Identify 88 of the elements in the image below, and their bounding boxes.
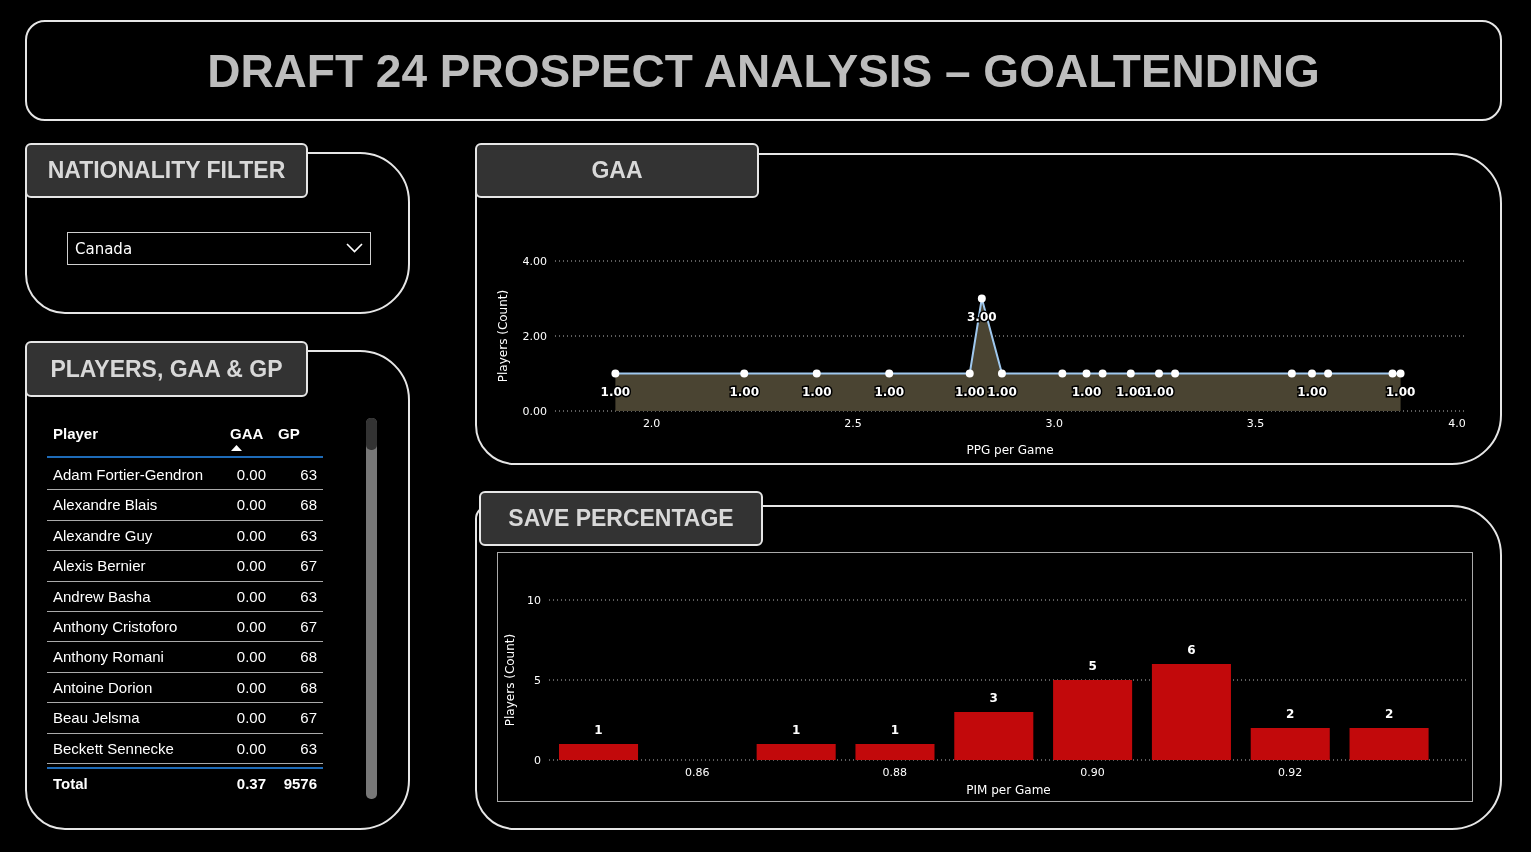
data-label: 1.00 <box>1385 384 1416 399</box>
category-label: Beau Jelsma <box>53 709 140 727</box>
x-tick-label: 0.90 <box>1080 765 1105 779</box>
x-tick-label: 2.0 <box>642 416 661 430</box>
data-label: 2 <box>1384 707 1394 721</box>
data-label: 0.00 <box>235 587 266 605</box>
text: DRAFT 24 PROSPECT ANALYSIS – GOALTENDING <box>25 20 1502 121</box>
data-label: 2 <box>1286 707 1295 721</box>
category-label: Anthony Cristoforo <box>53 618 178 635</box>
data-label: 68 <box>299 648 317 666</box>
text: GP <box>278 425 300 442</box>
x-tick-label: 4.0 <box>1448 416 1466 430</box>
data-label: 63 <box>299 466 317 483</box>
category-label: Alexis Bernier <box>53 557 146 575</box>
category-label: Anthony Romani <box>53 648 164 666</box>
data-label: 1 <box>594 723 603 737</box>
data-label: 67 <box>299 709 317 727</box>
data-label: 0.00 <box>235 678 266 696</box>
text: Total <box>53 775 88 792</box>
data-label: 0.00 <box>235 526 266 544</box>
data-label: 1.00 <box>954 384 985 399</box>
data-label: 0.00 <box>235 557 266 575</box>
data-label: 68 <box>299 678 317 696</box>
data-label: 3 <box>989 691 998 705</box>
y-tick-label: 2.00 <box>522 329 547 343</box>
data-label: 67 <box>299 618 317 635</box>
data-label: 6 <box>1187 643 1196 657</box>
x-axis-title: PPG per Game <box>966 443 1054 457</box>
data-label: 68 <box>299 496 317 514</box>
data-label: 1.00 <box>729 384 760 399</box>
text: PLAYERS, GAA & GP <box>25 341 308 397</box>
x-tick-label: 3.5 <box>1246 416 1265 430</box>
bar <box>756 744 836 760</box>
category-label: Alexandre Guy <box>53 526 153 544</box>
data-label: 1 <box>890 723 900 737</box>
bar <box>855 744 935 760</box>
data-label: 63 <box>299 739 317 757</box>
y-axis-title: Players (Count) <box>503 633 518 727</box>
y-tick-label: 10 <box>527 593 541 607</box>
text: 9576 <box>283 775 317 792</box>
data-label: 63 <box>299 587 317 605</box>
category-label: Antoine Dorion <box>53 678 153 696</box>
category-label: Beckett Sennecke <box>53 739 174 757</box>
data-label: 0.00 <box>235 709 266 727</box>
bar <box>1250 728 1330 760</box>
y-tick-label: 4.00 <box>522 254 547 268</box>
data-label: 1 <box>791 723 801 737</box>
data-label: 0.00 <box>235 496 266 514</box>
data-label: 1.00 <box>1297 384 1327 399</box>
x-axis-title: PIM per Game <box>966 783 1051 797</box>
chart-title: GAA <box>475 143 759 198</box>
y-tick-label: 0 <box>534 753 541 767</box>
chart-title: SAVE PERCENTAGE <box>479 491 763 546</box>
data-label: 0.00 <box>235 739 266 757</box>
data-label: 1.00 <box>801 384 832 399</box>
data-label: 67 <box>299 557 317 575</box>
x-tick-label: 0.88 <box>882 765 908 779</box>
bar <box>559 744 639 760</box>
category-label: Alexandre Blais <box>53 496 158 514</box>
x-tick-label: 0.92 <box>1277 765 1303 779</box>
text: 0.37 <box>236 775 266 792</box>
data-label: 0.00 <box>235 466 266 483</box>
data-label: 1.00 <box>600 384 631 399</box>
text: Canada <box>75 239 133 258</box>
y-tick-label: 5 <box>534 673 541 687</box>
data-label: 0.00 <box>235 618 266 635</box>
y-tick-label: 0.00 <box>522 404 547 418</box>
data-label: 1.00 <box>1115 384 1146 399</box>
data-label: 1.00 <box>1071 384 1102 399</box>
text: Player <box>53 425 99 442</box>
bar <box>1349 728 1429 760</box>
x-tick-label: 3.0 <box>1045 416 1064 430</box>
x-tick-label: 0.86 <box>684 765 710 779</box>
data-label: 1.00 <box>1144 384 1174 399</box>
bar <box>1053 680 1133 760</box>
text: NATIONALITY FILTER <box>25 143 308 198</box>
x-tick-label: 2.5 <box>844 416 862 430</box>
bar <box>1151 664 1231 760</box>
data-label: 0.00 <box>235 648 266 666</box>
bar <box>954 712 1034 760</box>
y-axis-title: Players (Count) <box>496 289 511 383</box>
category-label: Adam Fortier-Gendron <box>53 466 204 483</box>
category-label: Andrew Basha <box>53 587 151 605</box>
text: GAA <box>230 425 264 442</box>
data-label: 1.00 <box>987 384 1017 399</box>
data-label: 5 <box>1088 659 1097 673</box>
data-label: 1.00 <box>874 384 905 399</box>
data-label: 63 <box>299 526 317 544</box>
